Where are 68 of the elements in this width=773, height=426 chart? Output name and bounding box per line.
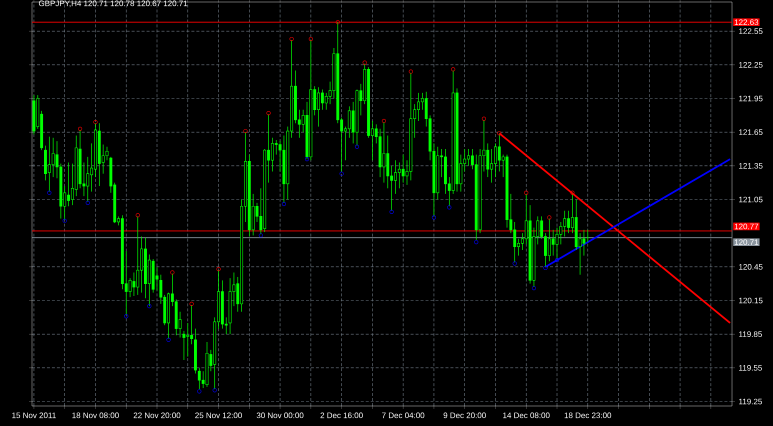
- point: [482, 116, 486, 121]
- point: [447, 205, 452, 210]
- point: [474, 240, 478, 244]
- point: [451, 67, 456, 72]
- candlestick: [417, 92, 420, 122]
- point: [190, 302, 194, 306]
- candlestick: [186, 322, 190, 357]
- point: [354, 144, 360, 149]
- point: [266, 111, 271, 116]
- point: [290, 36, 294, 42]
- point: [408, 69, 413, 74]
- point: [216, 266, 221, 272]
- point: [390, 210, 394, 214]
- candlestick: [486, 143, 490, 178]
- candlestick: [563, 210, 566, 237]
- candlestick: [348, 106, 351, 138]
- point: [124, 314, 128, 318]
- candlestick: [582, 229, 586, 256]
- point: [362, 60, 367, 65]
- candlestick: [106, 146, 108, 161]
- candlestick: [552, 229, 555, 256]
- candlestick: [467, 148, 470, 166]
- candlestick: [140, 236, 144, 294]
- candlestick: [182, 330, 186, 360]
- candlestick: [559, 222, 562, 245]
- point: [570, 190, 574, 195]
- point: [78, 126, 82, 131]
- point: [47, 190, 52, 195]
- point: [308, 36, 313, 42]
- candlestick: [394, 160, 397, 194]
- candlestick: [494, 143, 497, 178]
- candlestick: [567, 210, 570, 234]
- point: [497, 131, 502, 136]
- candlestick: [317, 86, 320, 127]
- candlestick: [128, 278, 132, 298]
- point: [532, 286, 536, 290]
- point: [170, 270, 174, 275]
- point: [340, 172, 344, 176]
- candlestick: [44, 145, 47, 181]
- point: [136, 213, 140, 218]
- point: [512, 261, 517, 266]
- candlestick: [52, 137, 55, 178]
- candlestick: [490, 148, 494, 184]
- point: [304, 157, 310, 162]
- point: [554, 258, 560, 262]
- point: [197, 389, 202, 394]
- point: [524, 190, 528, 195]
- candlestick: [386, 135, 390, 189]
- point: [93, 120, 98, 124]
- point: [147, 304, 152, 308]
- candlestick: [270, 137, 274, 172]
- candlestick: [67, 162, 70, 207]
- point: [258, 233, 263, 238]
- candlestick: [398, 162, 401, 189]
- point: [547, 215, 552, 220]
- point: [62, 218, 67, 223]
- point: [86, 200, 90, 205]
- point: [212, 388, 217, 392]
- point: [382, 118, 386, 124]
- candlestick: [320, 89, 324, 110]
- point: [432, 215, 436, 220]
- candlestick: [132, 272, 136, 296]
- point: [243, 128, 248, 134]
- point: [166, 338, 171, 342]
- point: [282, 202, 286, 206]
- point: [336, 20, 340, 24]
- point: [543, 266, 548, 270]
- candlestick: [402, 154, 405, 184]
